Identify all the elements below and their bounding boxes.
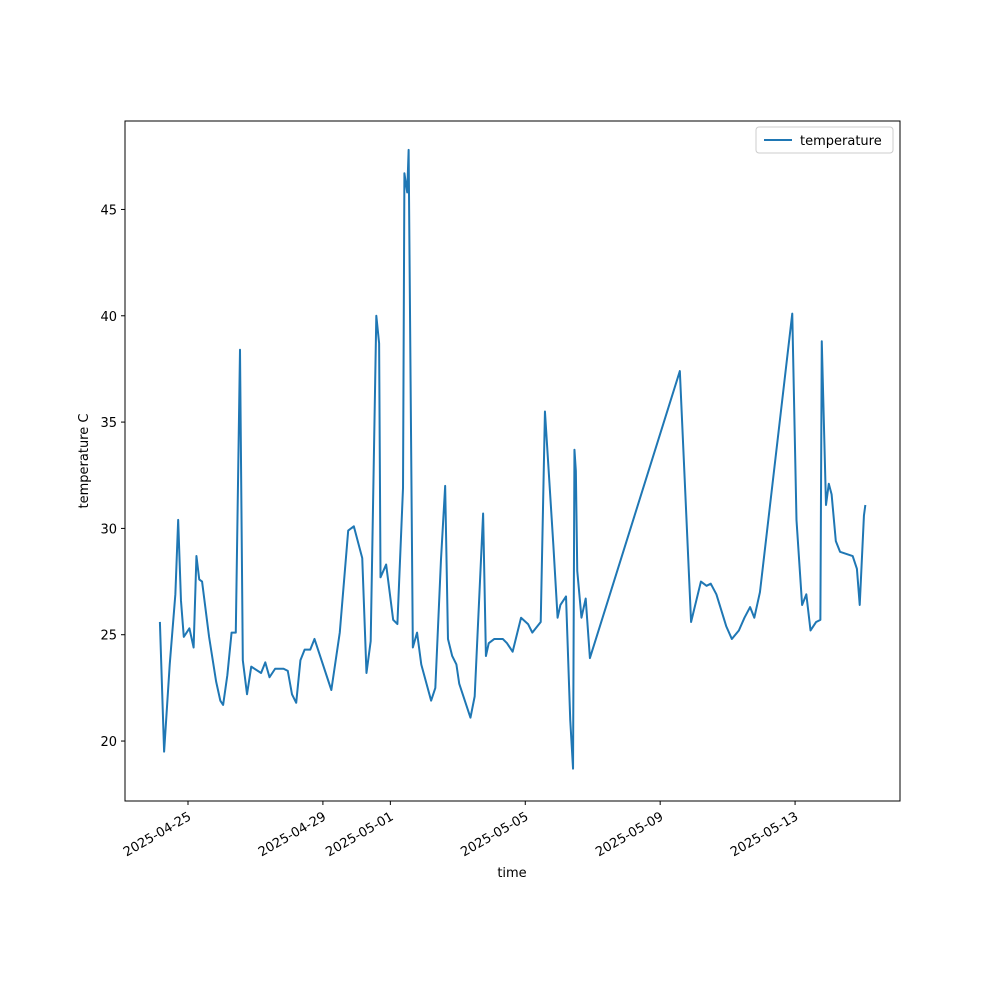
x-tick-label: 2025-04-29 [256,809,329,860]
x-axis-label: time [497,866,526,881]
y-tick-label: 30 [100,522,117,537]
y-axis-label: temperature C [77,414,92,509]
y-tick-label: 25 [100,629,117,644]
y-tick-label: 20 [100,735,117,750]
x-tick-label: 2025-05-05 [458,809,531,860]
x-tick-label: 2025-05-09 [593,809,666,860]
line [158,148,867,770]
y-tick-label: 35 [100,416,117,431]
y-tick-label: 40 [100,310,117,325]
x-tick-label: 2025-04-25 [121,809,194,860]
y-tick-label: 45 [100,203,117,218]
legend-label: temperature [800,134,882,149]
x-tick-label: 2025-05-01 [323,809,396,860]
legend-box [755,126,894,154]
plot-frame [124,120,901,802]
x-tick-label: 2025-05-13 [728,809,801,860]
